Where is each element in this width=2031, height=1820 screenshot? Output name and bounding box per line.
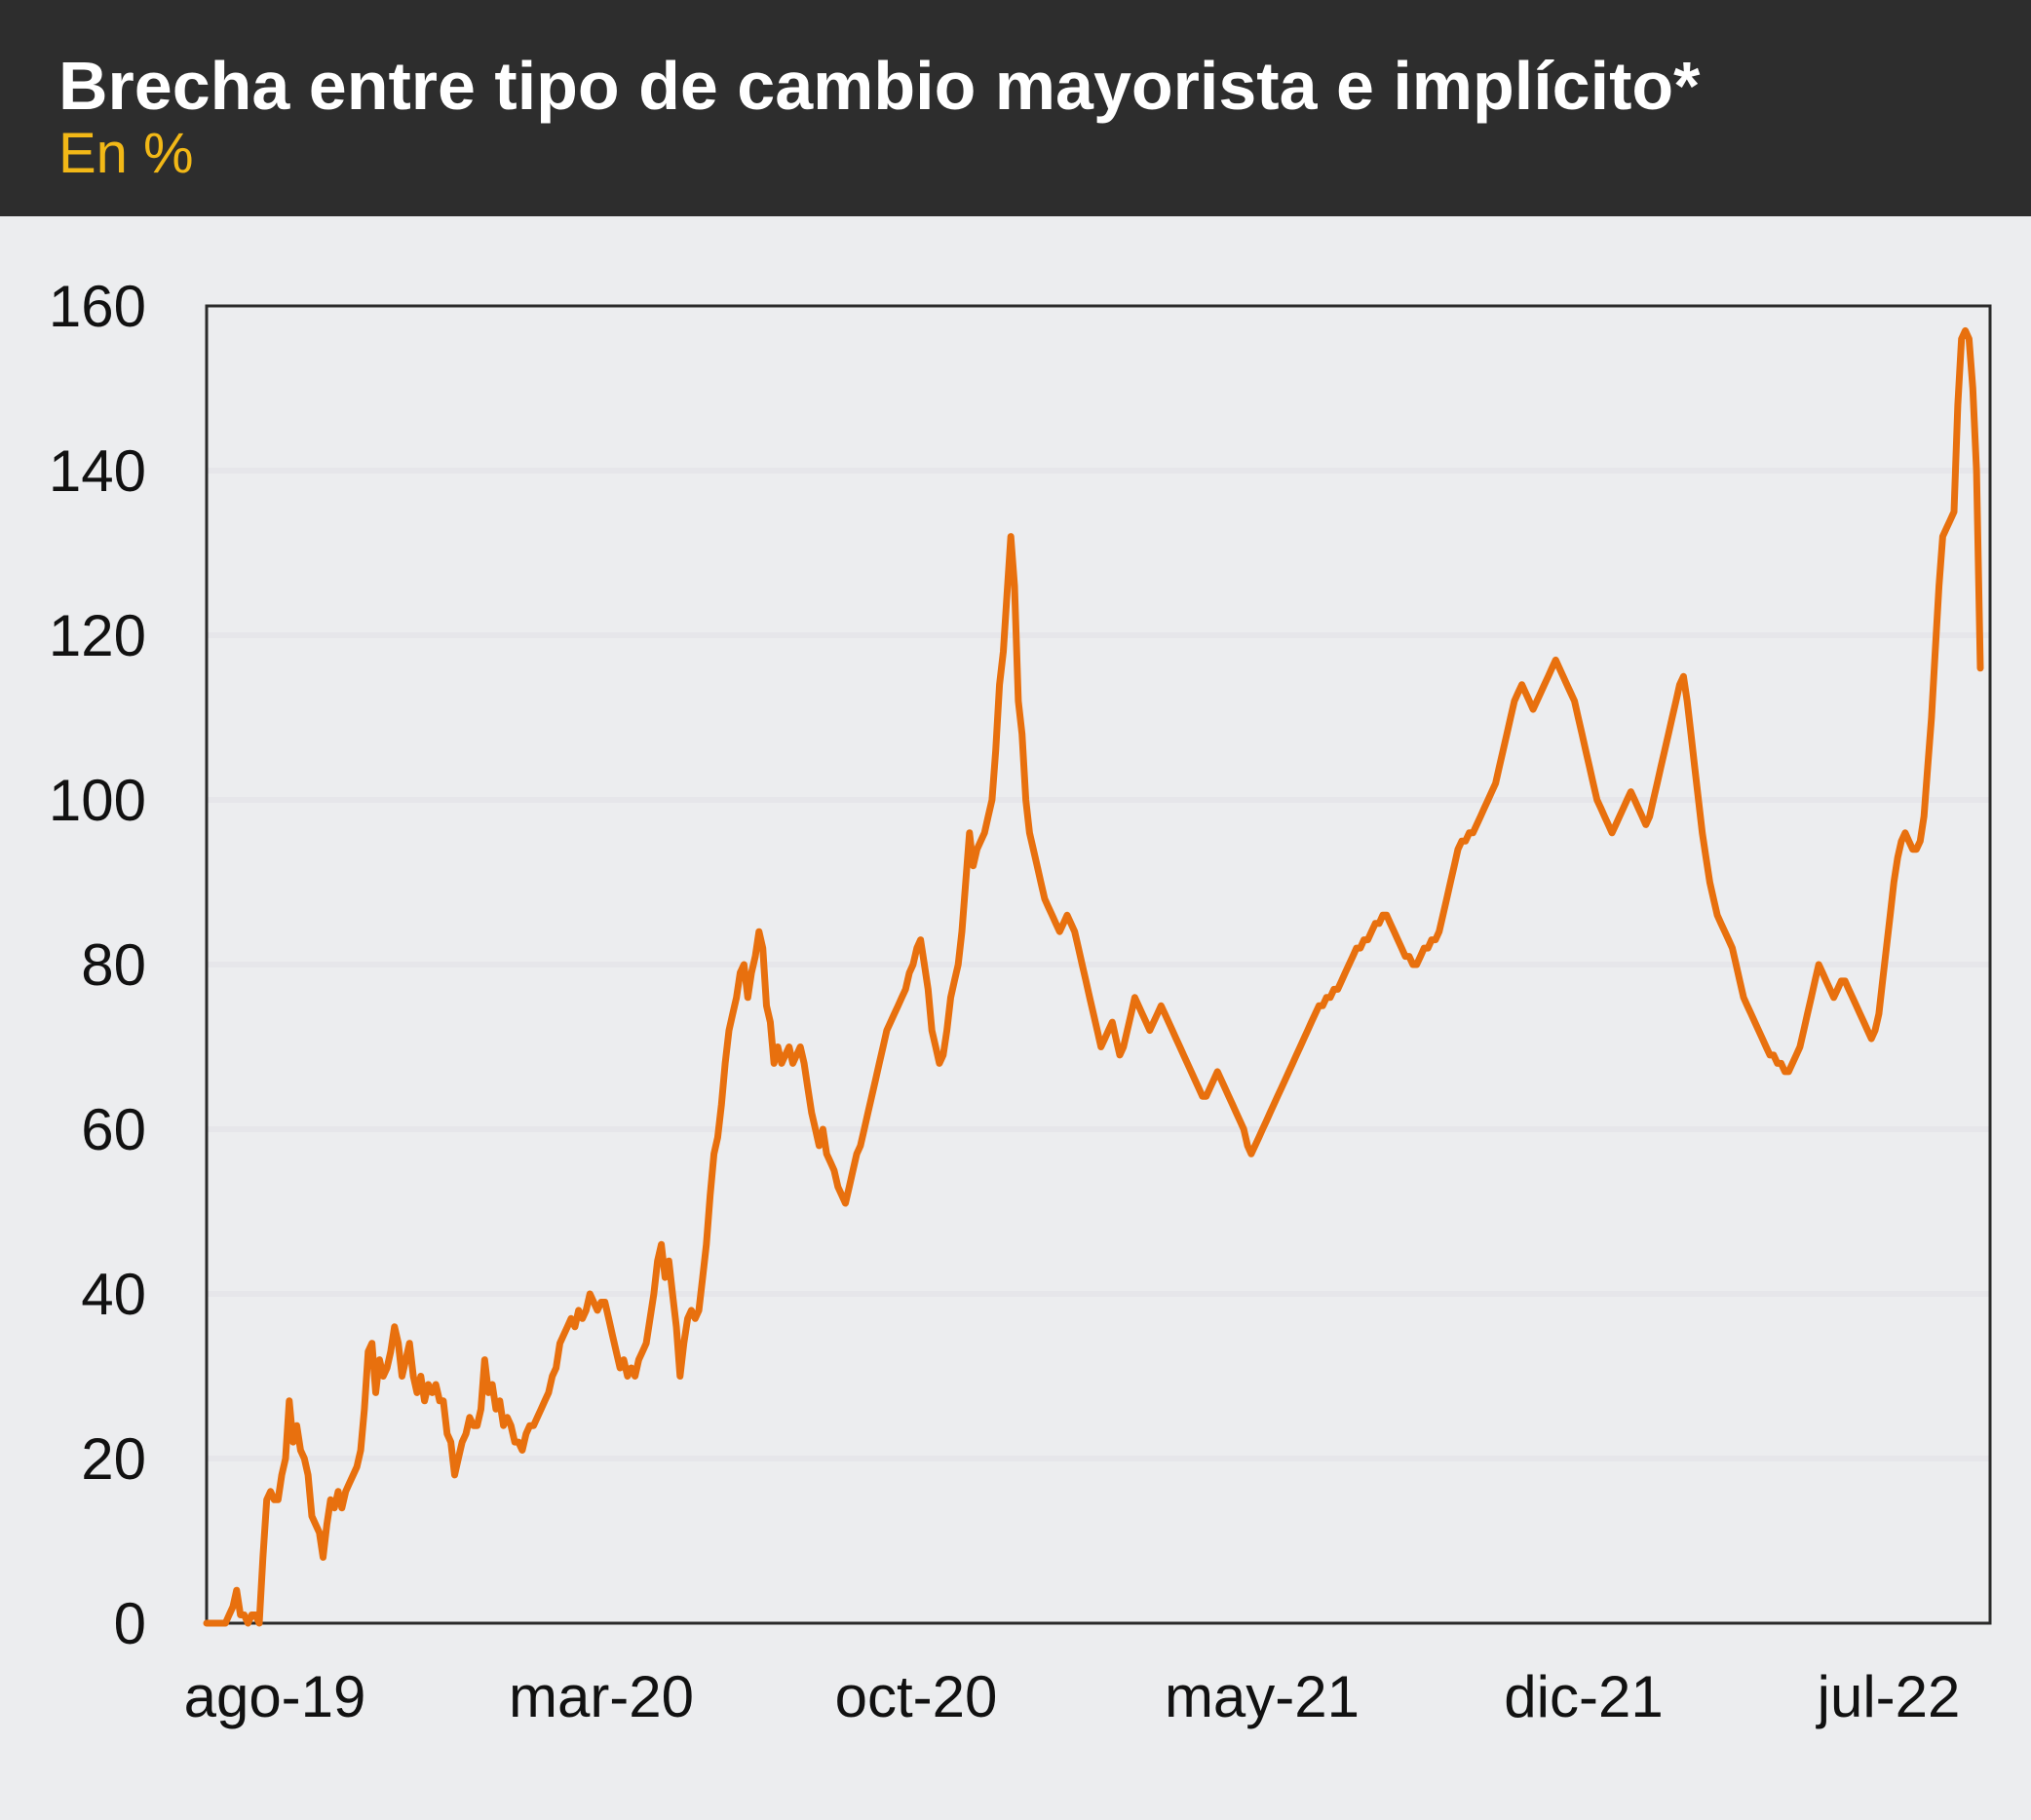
chart-title: Brecha entre tipo de cambio mayorista e …	[58, 48, 1701, 124]
y-tick-label: 100	[49, 768, 146, 833]
x-tick-label: oct-20	[835, 1664, 998, 1729]
chart-header: Brecha entre tipo de cambio mayorista e …	[0, 0, 2031, 216]
x-tick-label: dic-21	[1504, 1664, 1663, 1729]
line-chart: 0 20 40 60 80 100 120 140 160 ago-19 mar-20 oct-20…	[49, 274, 1992, 1729]
chart-subtitle: En %	[58, 122, 194, 185]
x-tick-label: mar-20	[509, 1664, 694, 1729]
series-line	[203, 326, 1984, 1627]
y-tick-label: 160	[49, 274, 146, 339]
x-tick-label: ago-19	[184, 1664, 366, 1729]
y-tick-label: 120	[49, 603, 146, 668]
x-tick-label: jul-22	[1816, 1664, 1961, 1729]
y-tick-label: 80	[81, 932, 146, 998]
gridlines	[207, 468, 1990, 1461]
y-tick-label: 40	[81, 1262, 146, 1327]
y-tick-label: 0	[114, 1591, 146, 1656]
plot-frame	[205, 304, 1992, 1625]
x-tick-label: may-21	[1165, 1664, 1360, 1729]
x-axis-ticks: ago-19 mar-20 oct-20 may-21 dic-21 jul-22	[184, 1664, 1961, 1729]
y-axis-ticks: 0 20 40 60 80 100 120 140 160	[49, 274, 146, 1656]
y-tick-label: 60	[81, 1097, 146, 1162]
y-tick-label: 140	[49, 438, 146, 504]
y-tick-label: 20	[81, 1426, 146, 1492]
